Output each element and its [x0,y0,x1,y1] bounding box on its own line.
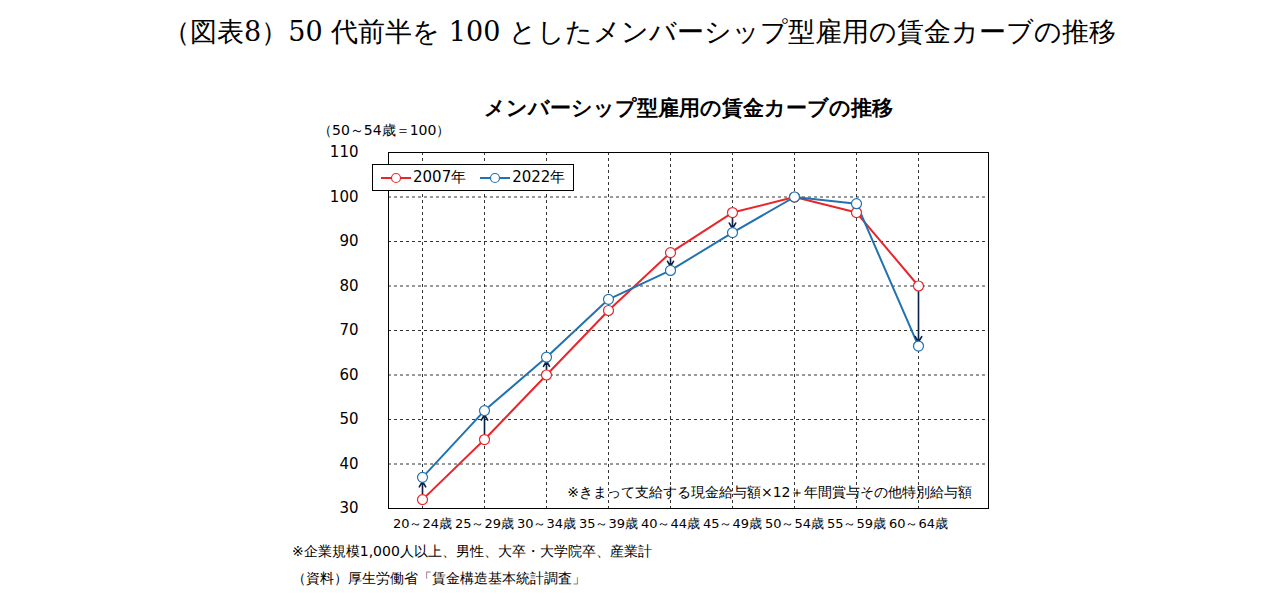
svg-text:20～24歳: 20～24歳 [393,516,452,531]
svg-text:70: 70 [339,321,358,339]
svg-text:30: 30 [339,499,358,517]
svg-text:25～29歳: 25～29歳 [455,516,514,531]
svg-text:60: 60 [339,366,358,384]
svg-text:50: 50 [339,410,358,428]
html-text:（資料）厚生労働省「賃金構造基本統計調査」: （資料）厚生労働省「賃金構造基本統計調査」 [292,570,586,586]
html-text:（図表8）50 代前半を 100 としたメンバーシップ型雇用: （図表8）50 代前半を 100 としたメンバーシップ型雇用の賃金カーブの推移 [163,16,1116,47]
svg-text:50～54歳: 50～54歳 [765,516,824,531]
svg-text:90: 90 [339,232,358,250]
svg-text:80: 80 [339,277,358,295]
svg-text:60～64歳: 60～64歳 [889,516,948,531]
svg-text:30～34歳: 30～34歳 [517,516,576,531]
svg-text:45～49歳: 45～49歳 [703,516,762,531]
html-text:2022年: 2022年 [512,168,566,186]
html-text:2007年: 2007年 [413,168,467,186]
svg-text:100: 100 [330,188,359,206]
html-text:※企業規模1,000人以上、男性、大卒・大学院卒、産業計: ※企業規模1,000人以上、男性、大卒・大学院卒、産業計 [292,543,652,559]
svg-text:※きまって支給する現金給与額×12＋年間賞与その他特別給与額: ※きまって支給する現金給与額×12＋年間賞与その他特別給与額 [567,484,972,500]
svg-text:110: 110 [330,143,359,161]
svg-text:40～44歳: 40～44歳 [641,516,700,531]
svg-text:40: 40 [339,455,358,473]
svg-text:35～39歳: 35～39歳 [579,516,638,531]
svg-text:55～59歳: 55～59歳 [827,516,886,531]
html-text:（50～54歳＝100）: （50～54歳＝100） [318,122,451,138]
html-text:メンバーシップ型雇用の賃金カーブの推移: メンバーシップ型雇用の賃金カーブの推移 [483,96,893,120]
